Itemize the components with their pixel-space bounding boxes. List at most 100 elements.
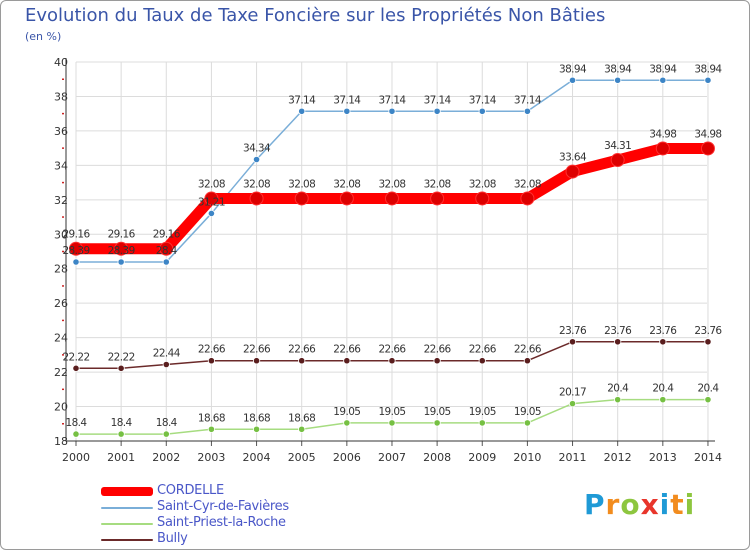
series-point-0	[610, 153, 625, 168]
x-tick-label: 2006	[333, 451, 361, 464]
legend-swatch	[101, 507, 153, 509]
series-point-0	[384, 191, 399, 206]
data-label-0: 32.08	[469, 178, 496, 190]
data-label-1: 37.14	[469, 94, 497, 106]
data-label-2: 18.4	[156, 417, 178, 429]
series-point-1	[478, 107, 486, 115]
series-point-3	[252, 357, 261, 365]
series-point-2	[523, 419, 532, 427]
data-label-3: 23.76	[694, 325, 722, 337]
series-point-3	[704, 338, 712, 346]
x-tick-label: 2013	[649, 451, 677, 464]
data-label-3: 23.76	[649, 325, 677, 337]
data-label-1: 37.14	[378, 94, 406, 106]
y-tick-label: 22	[54, 366, 68, 379]
data-label-0: 32.08	[424, 178, 451, 190]
data-label-0: 34.98	[649, 128, 676, 140]
data-label-1: 38.94	[559, 63, 587, 75]
data-label-2: 18.4	[66, 417, 88, 429]
y-tick-label: 28	[54, 263, 68, 276]
logo-letter: r	[605, 488, 621, 521]
series-point-2	[298, 425, 306, 433]
data-label-2: 20.4	[697, 383, 719, 395]
series-point-1	[568, 76, 577, 84]
series-point-0	[339, 191, 354, 206]
series-point-2	[704, 396, 712, 404]
data-label-0: 29.16	[62, 229, 90, 241]
series-point-3	[433, 357, 441, 365]
series-point-2	[72, 430, 80, 438]
data-label-1: 37.14	[288, 94, 316, 106]
logo-letter: P	[584, 488, 606, 521]
series-point-3	[523, 357, 532, 365]
logo-letter: o	[620, 488, 641, 521]
legend-label: Saint-Cyr-de-Favières	[157, 499, 289, 514]
y-tick-label: 30	[54, 228, 68, 241]
series-point-1	[523, 107, 532, 115]
x-tick-label: 2011	[559, 451, 587, 464]
series-point-1	[659, 76, 667, 84]
data-label-2: 18.68	[198, 412, 225, 424]
data-label-1: 38.94	[649, 63, 677, 75]
series-point-0	[294, 191, 309, 206]
x-tick-label: 2004	[243, 451, 271, 464]
data-label-3: 23.76	[559, 325, 587, 337]
data-label-2: 18.68	[288, 412, 315, 424]
data-label-1: 31.21	[198, 196, 225, 208]
y-unit-label: (en %)	[25, 30, 62, 43]
series-point-1	[298, 107, 306, 115]
data-label-0: 32.08	[288, 178, 315, 190]
data-label-2: 20.4	[652, 383, 674, 395]
data-label-3: 22.66	[424, 344, 452, 356]
series-lines	[69, 76, 715, 438]
series-point-3	[162, 360, 170, 369]
legend-swatch	[101, 523, 153, 525]
series-point-0	[475, 191, 490, 206]
legend-label: Bully	[157, 531, 188, 546]
series-point-1	[252, 155, 261, 164]
legend-swatch	[101, 539, 153, 541]
series-point-2	[433, 419, 441, 427]
series-point-0	[249, 191, 264, 206]
series-point-1	[704, 76, 712, 84]
data-label-1: 38.94	[604, 63, 632, 75]
series-point-1	[117, 258, 125, 266]
series-point-1	[343, 107, 351, 115]
y-tick-label: 20	[54, 401, 68, 414]
data-label-2: 18.68	[243, 412, 270, 424]
data-label-0: 32.08	[243, 178, 270, 190]
series-point-2	[659, 396, 667, 404]
grid-lines	[75, 61, 709, 442]
data-label-1: 28.4	[156, 245, 178, 257]
data-label-3: 22.66	[198, 344, 226, 356]
y-tick-label: 36	[54, 125, 68, 138]
series-point-3	[388, 357, 396, 365]
data-label-0: 34.31	[604, 140, 631, 152]
x-tick-label: 2010	[513, 451, 541, 464]
series-point-3	[207, 357, 216, 365]
series-point-3	[478, 357, 486, 365]
data-label-3: 22.66	[333, 344, 361, 356]
data-label-2: 19.05	[469, 406, 496, 418]
series-point-1	[162, 258, 170, 266]
x-tick-label: 2005	[288, 451, 316, 464]
series-point-0	[159, 241, 174, 256]
series-point-2	[343, 419, 351, 427]
legend-swatch	[101, 487, 153, 496]
data-label-0: 29.16	[108, 229, 136, 241]
x-tick-label: 2001	[107, 451, 135, 464]
series-point-1	[388, 107, 396, 115]
data-label-3: 22.66	[514, 344, 542, 356]
series-point-2	[252, 425, 261, 433]
data-label-2: 19.05	[378, 406, 405, 418]
data-label-3: 22.66	[243, 344, 271, 356]
data-label-0: 32.08	[198, 178, 225, 190]
data-label-0: 33.64	[559, 152, 587, 164]
x-tick-label: 2007	[378, 451, 406, 464]
data-label-1: 37.14	[514, 94, 542, 106]
series-point-1	[207, 209, 216, 218]
y-tick-label: 26	[54, 297, 68, 310]
x-tick-label: 2002	[152, 451, 180, 464]
y-tick-label: 40	[54, 56, 68, 69]
